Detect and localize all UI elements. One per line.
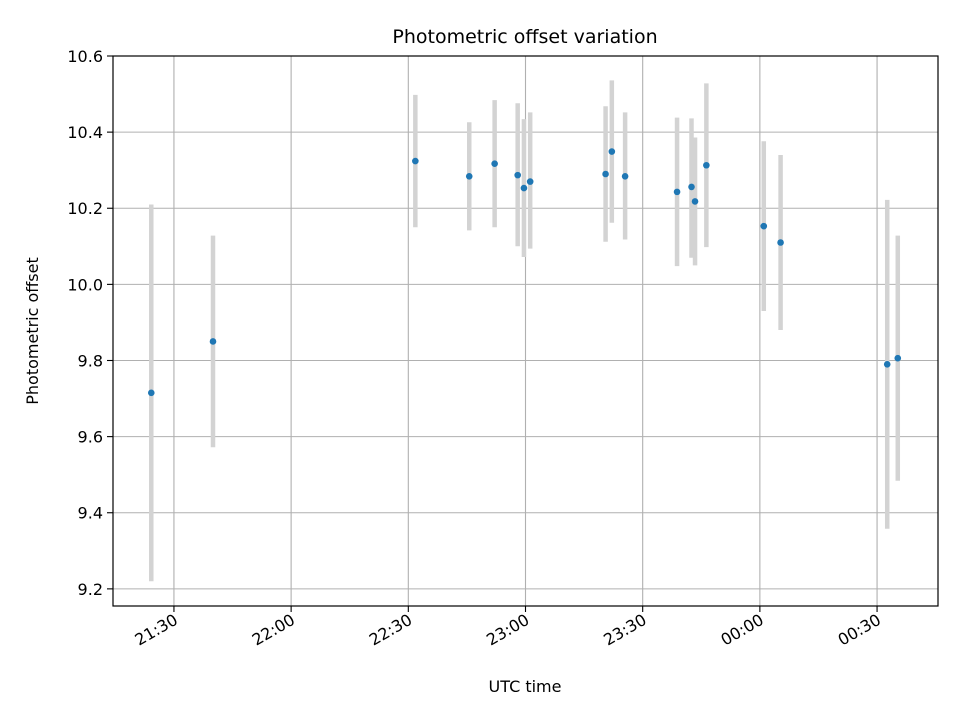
data-point <box>602 170 609 178</box>
y-tick-label: 9.6 <box>78 428 103 447</box>
chart-title: Photometric offset variation <box>392 26 657 48</box>
data-point <box>465 172 473 180</box>
data-point <box>777 239 784 246</box>
y-axis-title: Photometric offset <box>23 257 42 405</box>
data-point <box>520 184 528 192</box>
data-point <box>608 148 616 155</box>
data-point <box>673 188 681 196</box>
data-point <box>703 161 710 169</box>
data-point <box>209 338 217 345</box>
data-point <box>688 183 695 191</box>
data-point <box>412 157 419 165</box>
y-tick-label: 9.2 <box>78 580 103 599</box>
data-point <box>491 160 498 168</box>
x-axis-title: UTC time <box>489 677 562 696</box>
y-tick-label: 10.6 <box>67 47 103 66</box>
y-axis-ticks: 9.2 9.4 9.6 9.8 10.0 10.2 10.4 10.6 <box>67 47 113 599</box>
y-tick-label: 10.0 <box>67 275 103 294</box>
data-points <box>147 148 902 397</box>
y-tick-label: 10.4 <box>67 123 103 142</box>
data-point <box>526 178 534 185</box>
y-tick-label: 10.2 <box>67 199 103 218</box>
y-tick-label: 9.8 <box>78 351 103 370</box>
data-point <box>621 172 629 180</box>
data-point <box>691 198 699 205</box>
data-point <box>514 171 521 179</box>
data-point <box>894 354 902 362</box>
y-tick-label: 9.4 <box>78 504 103 523</box>
data-point <box>147 389 155 397</box>
data-point <box>883 361 891 368</box>
data-point <box>760 222 768 230</box>
